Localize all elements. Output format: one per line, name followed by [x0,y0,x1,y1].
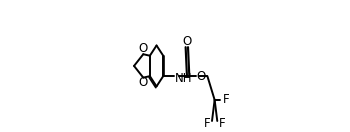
Text: F: F [219,117,226,130]
Text: O: O [182,35,191,48]
Text: F: F [203,117,210,130]
Text: O: O [197,70,206,83]
Text: O: O [138,43,147,55]
Text: O: O [138,76,147,89]
Text: NH: NH [175,72,192,85]
Text: F: F [223,93,229,106]
